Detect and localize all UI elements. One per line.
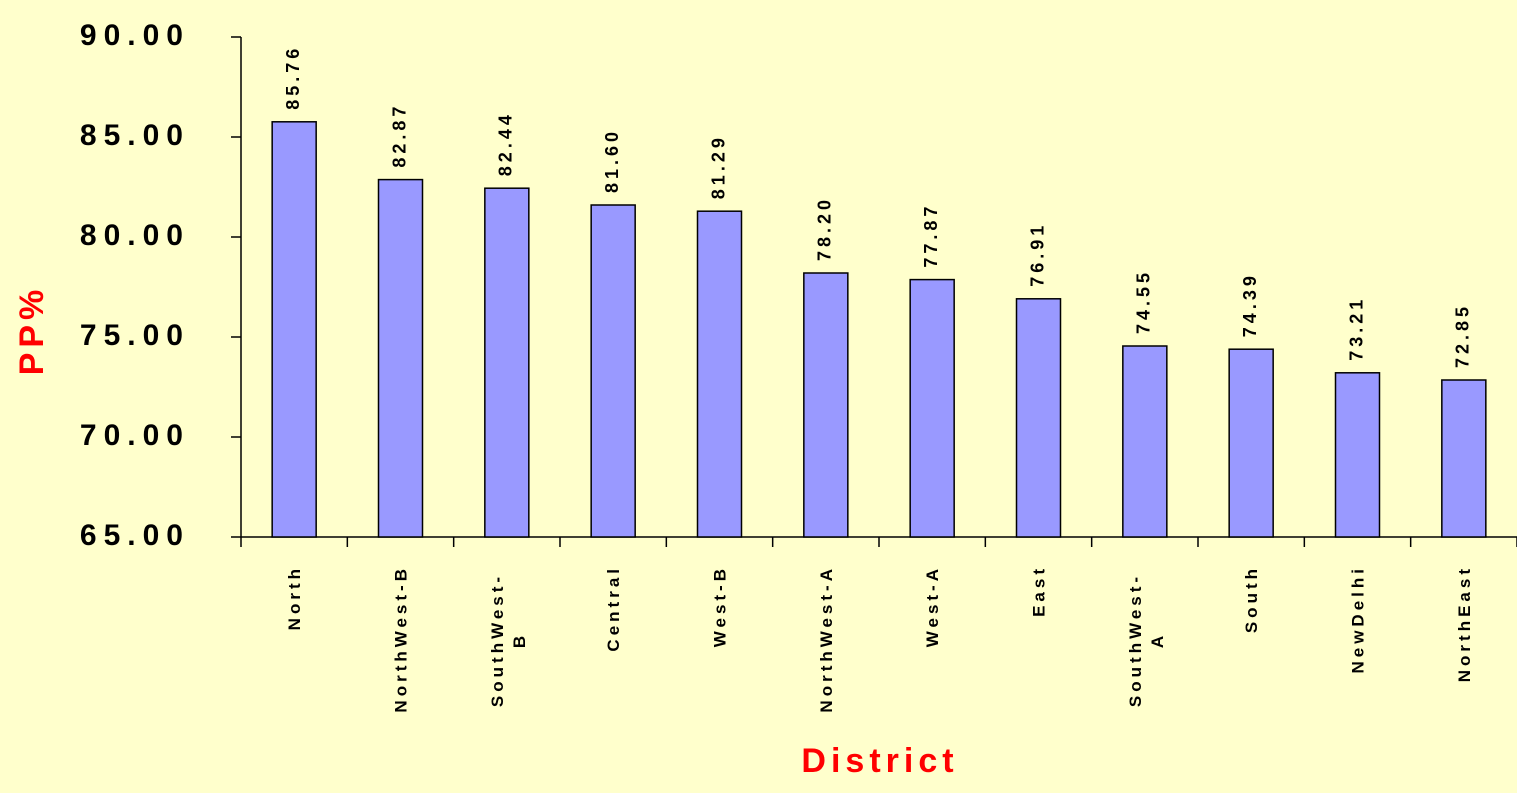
x-axis-title: District	[801, 742, 958, 780]
y-tick-label: 70.00	[80, 419, 190, 452]
bar	[1228, 348, 1274, 538]
bar	[1334, 372, 1381, 538]
bar	[1015, 298, 1062, 538]
value-label: 77.87	[921, 203, 941, 268]
value-label: 82.87	[389, 103, 409, 168]
bar	[696, 210, 743, 538]
x-tick-label: North	[285, 565, 304, 630]
value-label: 73.21	[1346, 296, 1366, 361]
y-tick-label: 75.00	[80, 319, 190, 352]
y-tick-label: 80.00	[80, 219, 190, 252]
y-axis-title: PP%	[13, 285, 51, 376]
y-tick-label: 85.00	[80, 119, 190, 152]
x-tick-label: West-A	[923, 565, 942, 647]
bar	[271, 121, 317, 538]
bar	[909, 278, 955, 538]
x-tick-label: East	[1030, 565, 1049, 617]
bar	[484, 187, 530, 538]
bar	[1441, 379, 1487, 538]
bar	[377, 178, 424, 538]
x-tick-label: Central	[604, 565, 623, 652]
value-label: 81.29	[708, 134, 728, 199]
y-tick-label: 65.00	[80, 519, 190, 552]
y-tick-label: 90.00	[80, 19, 190, 52]
x-tick-label: SouthWest- B	[488, 573, 529, 707]
bar	[1122, 345, 1168, 538]
x-tick-label: South	[1242, 565, 1261, 633]
x-tick-label: West-B	[711, 565, 730, 647]
value-label: 85.76	[283, 45, 303, 110]
bar	[803, 272, 849, 538]
value-label: 76.91	[1027, 222, 1047, 287]
x-tick-label: NorthEast	[1455, 565, 1474, 682]
value-label: 72.85	[1453, 303, 1473, 368]
x-tick-label: NorthWest-A	[817, 565, 836, 713]
x-tick-label: NewDelhi	[1349, 565, 1368, 674]
value-label: 74.39	[1240, 272, 1260, 337]
value-label: 74.55	[1134, 269, 1154, 334]
value-label: 78.20	[815, 196, 835, 261]
value-label: 82.44	[496, 111, 516, 176]
value-label: 81.60	[602, 128, 622, 193]
x-tick-label: NorthWest-B	[392, 565, 411, 713]
x-tick-label: SouthWest- A	[1126, 573, 1167, 707]
bar	[590, 204, 636, 538]
